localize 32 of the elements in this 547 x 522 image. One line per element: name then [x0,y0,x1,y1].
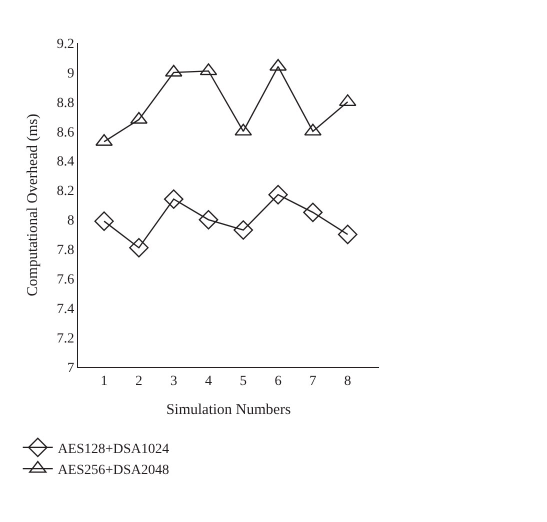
legend-label: AES128+DSA1024 [58,442,170,457]
point [164,189,184,209]
y-tick-label: 8.8 [56,96,74,111]
x-tick-label: 7 [309,374,316,389]
y-tick-label: 7 [67,360,74,376]
y-tick-label: 7.8 [56,243,74,258]
x-tick-label: 6 [274,374,282,389]
x-tick-label: 5 [240,374,247,389]
x-axis-title: Simulation Numbers [166,402,291,418]
legend-label: AES256+DSA2048 [58,463,170,478]
x-tick-label: 2 [135,374,142,389]
y-tick-label: 7.2 [56,331,74,346]
point [338,224,358,244]
point [198,210,218,230]
x-tick-label: 1 [100,374,108,389]
y-tick-label: 8.6 [56,125,74,140]
y-tick-label: 8.2 [56,184,74,200]
point [268,184,288,204]
point [129,238,149,258]
y-tick-label: 9 [67,66,74,82]
y-axis-title: Computational Overhead (ms) [24,114,41,296]
y-tick-label: 8.4 [56,154,74,170]
x-tick-label: 8 [344,374,352,389]
y-tick-label: 7.4 [56,302,74,317]
y-tick-label: 8 [67,214,74,229]
y-tick-label: 7.6 [56,272,74,288]
point [94,211,114,231]
x-tick-label: 4 [204,374,212,389]
x-tick-label: 3 [170,374,178,389]
y-tick-label: 9.2 [56,36,74,52]
point [234,220,254,240]
point [303,202,323,222]
